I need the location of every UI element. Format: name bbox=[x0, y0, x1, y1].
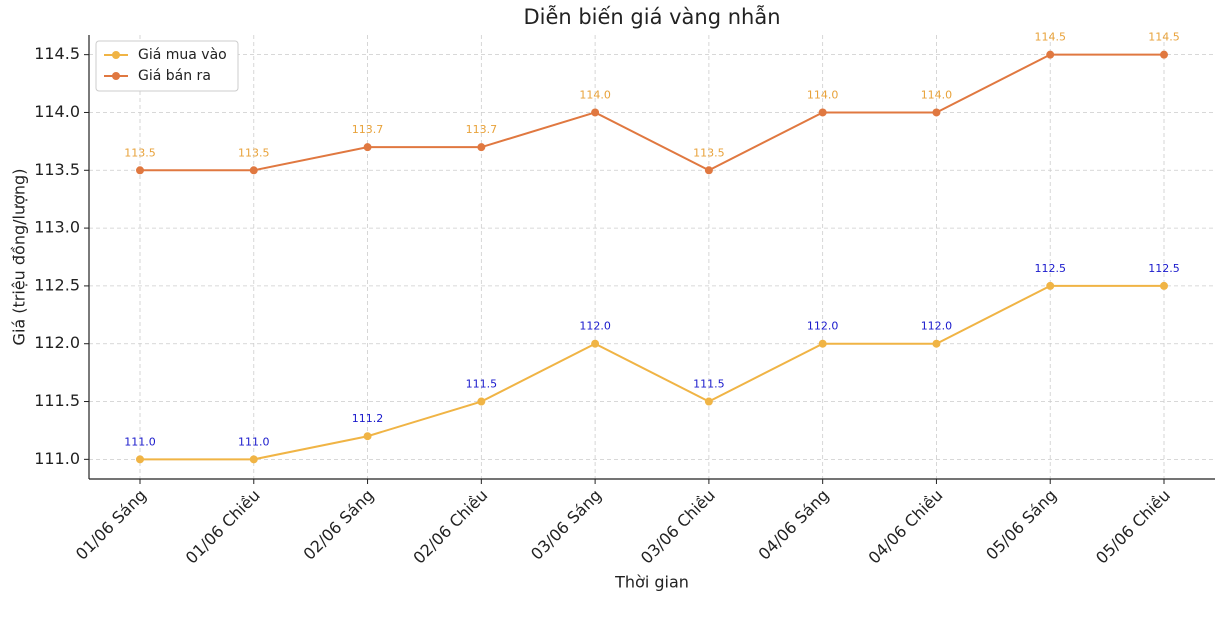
data-label: 112.0 bbox=[579, 320, 611, 333]
data-label: 114.0 bbox=[921, 88, 953, 101]
y-tick-label: 114.0 bbox=[34, 102, 80, 121]
data-point bbox=[136, 455, 144, 464]
data-point bbox=[591, 339, 600, 348]
y-tick-label: 112.5 bbox=[34, 275, 80, 294]
y-tick-label: 112.0 bbox=[34, 333, 80, 352]
y-tick-label: 113.5 bbox=[34, 160, 80, 179]
series-line bbox=[140, 284, 1164, 461]
x-axis-label: Thời gian bbox=[614, 573, 689, 592]
data-point bbox=[932, 108, 941, 117]
data-point bbox=[704, 397, 713, 406]
x-tick-label: 03/06 Chiều bbox=[637, 486, 719, 568]
chart-title: Diễn biến giá vàng nhẫn bbox=[523, 4, 780, 29]
y-tick-label: 111.0 bbox=[34, 449, 80, 468]
x-tick-label: 02/06 Chiều bbox=[409, 486, 491, 568]
data-label: 113.7 bbox=[352, 123, 384, 136]
x-tick-label: 02/06 Sáng bbox=[299, 486, 377, 564]
data-point bbox=[1160, 281, 1168, 290]
data-label: 111.5 bbox=[466, 378, 498, 391]
data-point bbox=[249, 455, 258, 464]
x-tick-label: 01/06 Chiều bbox=[182, 486, 264, 568]
data-label: 112.0 bbox=[921, 320, 953, 333]
legend-marker bbox=[112, 72, 120, 80]
data-point bbox=[249, 166, 258, 175]
data-label: 113.5 bbox=[693, 146, 725, 159]
data-label: 112.0 bbox=[807, 320, 839, 333]
x-tick-label: 05/06 Sáng bbox=[982, 486, 1060, 564]
y-axis-label: Giá (triệu đồng/lượng) bbox=[10, 169, 29, 346]
data-label: 111.2 bbox=[352, 412, 384, 425]
legend-box bbox=[95, 40, 239, 92]
data-point bbox=[1046, 281, 1055, 290]
data-label: 113.5 bbox=[238, 146, 270, 159]
series-line bbox=[140, 53, 1164, 172]
y-tick-label: 113.0 bbox=[34, 218, 80, 237]
data-point bbox=[818, 339, 827, 348]
data-label: 111.0 bbox=[124, 435, 156, 448]
x-tick-label: 01/06 Sáng bbox=[72, 486, 150, 564]
data-label: 111.5 bbox=[693, 378, 725, 391]
data-point bbox=[932, 339, 941, 348]
data-label: 113.5 bbox=[124, 146, 156, 159]
y-tick-label: 111.5 bbox=[34, 391, 80, 410]
data-point bbox=[704, 166, 713, 175]
x-tick-label: 05/06 Chiều bbox=[1092, 486, 1174, 568]
data-label: 114.0 bbox=[579, 88, 611, 101]
data-label: 112.5 bbox=[1148, 262, 1180, 275]
data-point bbox=[136, 166, 144, 175]
data-point bbox=[477, 143, 486, 152]
data-label: 114.5 bbox=[1148, 31, 1180, 44]
data-label: 114.0 bbox=[807, 88, 839, 101]
data-point bbox=[818, 108, 827, 117]
x-tick-label: 03/06 Sáng bbox=[527, 486, 605, 564]
data-point bbox=[363, 432, 372, 441]
legend-label: Giá mua vào bbox=[138, 47, 227, 63]
data-label: 112.5 bbox=[1034, 262, 1066, 275]
data-point bbox=[1046, 50, 1055, 59]
data-point bbox=[591, 108, 600, 117]
legend-marker bbox=[112, 51, 120, 59]
data-point bbox=[363, 143, 372, 152]
data-point bbox=[477, 397, 486, 406]
x-tick-label: 04/06 Sáng bbox=[755, 486, 833, 564]
legend-label: Giá bán ra bbox=[138, 68, 211, 84]
data-point bbox=[1160, 50, 1168, 59]
data-label: 114.5 bbox=[1034, 31, 1066, 44]
data-label: 113.7 bbox=[466, 123, 498, 136]
y-tick-label: 114.5 bbox=[34, 44, 80, 63]
x-tick-label: 04/06 Chiều bbox=[864, 486, 946, 568]
data-label: 111.0 bbox=[238, 435, 270, 448]
